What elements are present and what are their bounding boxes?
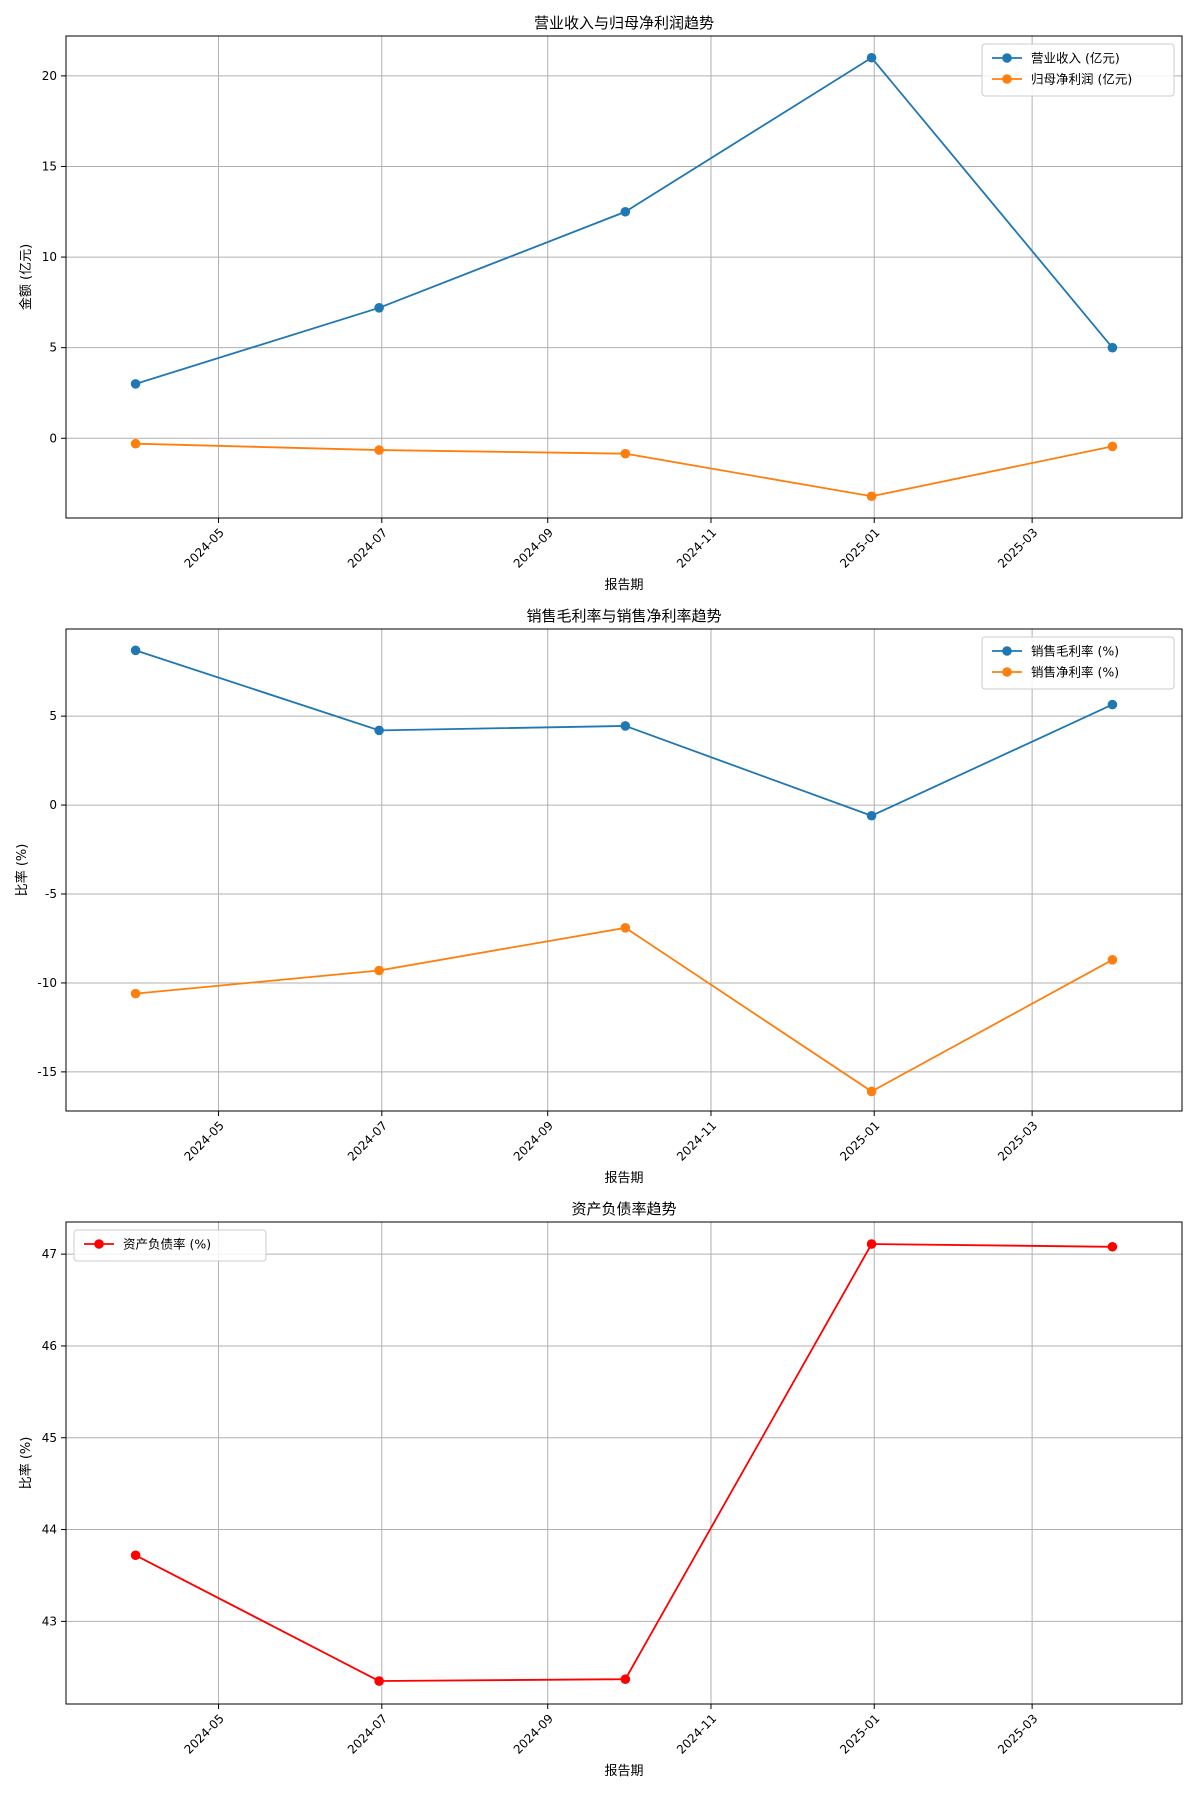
y-tick-label: 5	[49, 709, 57, 723]
x-tick-label: 2025-03	[995, 525, 1040, 570]
y-tick-label: -10	[37, 976, 57, 990]
legend-box	[981, 636, 1175, 690]
x-tick-label: 2025-01	[837, 1118, 882, 1163]
revenue-profit-chart: 营业收入与归母净利润趋势 2024-05 2024-07 2024-09 2024-1…	[18, 14, 1183, 593]
data-point	[620, 923, 631, 933]
x-tick-label: 2025-01	[837, 1711, 882, 1756]
data-point	[1107, 699, 1118, 710]
legend-label: 资产负债率 (%)	[123, 1237, 211, 1252]
data-point	[130, 645, 141, 656]
x-tick-label: 2024-07	[345, 525, 390, 570]
legend-label: 归母净利润 (亿元)	[1031, 72, 1132, 87]
x-tick-label: 2024-05	[182, 525, 227, 570]
data-point	[1107, 342, 1118, 353]
y-tick-label: 0	[49, 431, 57, 445]
x-tick-label: 2024-11	[674, 1711, 719, 1756]
x-tick-label: 2025-03	[995, 1711, 1040, 1756]
data-point	[866, 491, 877, 502]
data-point	[130, 1550, 141, 1561]
x-axis-label: 报告期	[604, 1764, 643, 1779]
data-point	[374, 725, 384, 736]
y-tick-label: 46	[42, 1339, 57, 1353]
data-point	[374, 445, 384, 455]
chart-title: 营业收入与归母净利润趋势	[534, 14, 714, 32]
x-tick-label: 2024-09	[511, 525, 556, 570]
data-point	[620, 448, 631, 459]
y-tick-label: 5	[49, 341, 57, 355]
data-point	[130, 379, 141, 389]
chart-title: 资产负债率趋势	[571, 1200, 676, 1218]
data-point	[374, 965, 384, 976]
legend-marker	[1002, 53, 1012, 63]
x-tick-label: 2025-01	[837, 525, 882, 570]
y-tick-label: 45	[42, 1431, 57, 1445]
data-point	[374, 303, 384, 313]
series-line	[135, 649, 1113, 817]
margin-chart: 销售毛利率与销售净利率趋势 2024-05 2024-07 2024-09 2024-…	[14, 607, 1183, 1186]
x-tick-label: 2024-11	[674, 1118, 719, 1163]
data-point	[130, 988, 141, 999]
x-tick-label: 2024-07	[345, 1118, 390, 1163]
y-tick-label: 10	[42, 250, 57, 264]
series-line	[135, 56, 1114, 385]
x-tick-label: 2025-03	[995, 1118, 1040, 1163]
data-point	[1107, 1241, 1118, 1252]
y-axis-label: 比率 (%)	[18, 1437, 34, 1490]
data-point	[374, 1676, 384, 1686]
y-tick-label: 20	[42, 69, 57, 83]
data-point	[866, 810, 877, 821]
x-tick-label: 2024-05	[182, 1118, 227, 1163]
series-line	[135, 926, 1113, 1093]
data-point	[620, 1674, 631, 1685]
data-point	[866, 1086, 877, 1097]
debt-ratio-chart: 资产负债率趋势 2024-05 2024-07 2024-09 2024-11 2025…	[18, 1200, 1183, 1779]
y-tick-label: -5	[45, 887, 57, 901]
data-point	[130, 438, 141, 449]
x-tick-label: 2024-09	[511, 1711, 556, 1756]
legend-label: 销售净利率 (%)	[1031, 665, 1119, 680]
data-point	[620, 206, 631, 217]
x-tick-label: 2024-07	[345, 1711, 390, 1756]
legend-marker	[1002, 667, 1012, 677]
x-tick-label: 2024-05	[182, 1711, 227, 1756]
x-tick-label: 2024-09	[511, 1118, 556, 1163]
y-tick-label: -15	[37, 1065, 57, 1079]
y-tick-label: 43	[42, 1614, 57, 1628]
x-axis-label: 报告期	[604, 578, 643, 593]
y-tick-label: 0	[49, 798, 57, 812]
legend-box	[981, 43, 1175, 97]
x-tick-label: 2024-11	[674, 525, 719, 570]
legend-marker	[1002, 74, 1012, 84]
plot-frame	[65, 628, 1183, 1112]
x-axis-label: 报告期	[604, 1171, 643, 1186]
series-line	[135, 1243, 1113, 1682]
legend-label: 销售毛利率 (%)	[1031, 644, 1119, 659]
y-axis-label: 比率 (%)	[14, 844, 30, 897]
legend-box	[73, 1229, 267, 1262]
data-point	[866, 52, 877, 63]
data-point	[1107, 441, 1118, 452]
y-axis-label: 金额 (亿元)	[18, 244, 34, 310]
data-point	[620, 721, 631, 731]
data-point	[1107, 955, 1118, 965]
legend-marker	[94, 1239, 104, 1249]
legend-marker	[1002, 646, 1012, 656]
chart-title: 销售毛利率与销售净利率趋势	[526, 607, 721, 625]
y-tick-label: 15	[42, 159, 57, 173]
data-point	[866, 1239, 877, 1249]
plot-frame	[65, 1221, 1183, 1705]
plot-frame	[65, 35, 1183, 519]
y-tick-label: 47	[42, 1247, 57, 1261]
y-tick-label: 44	[42, 1523, 57, 1537]
legend-label: 营业收入 (亿元)	[1031, 51, 1120, 66]
